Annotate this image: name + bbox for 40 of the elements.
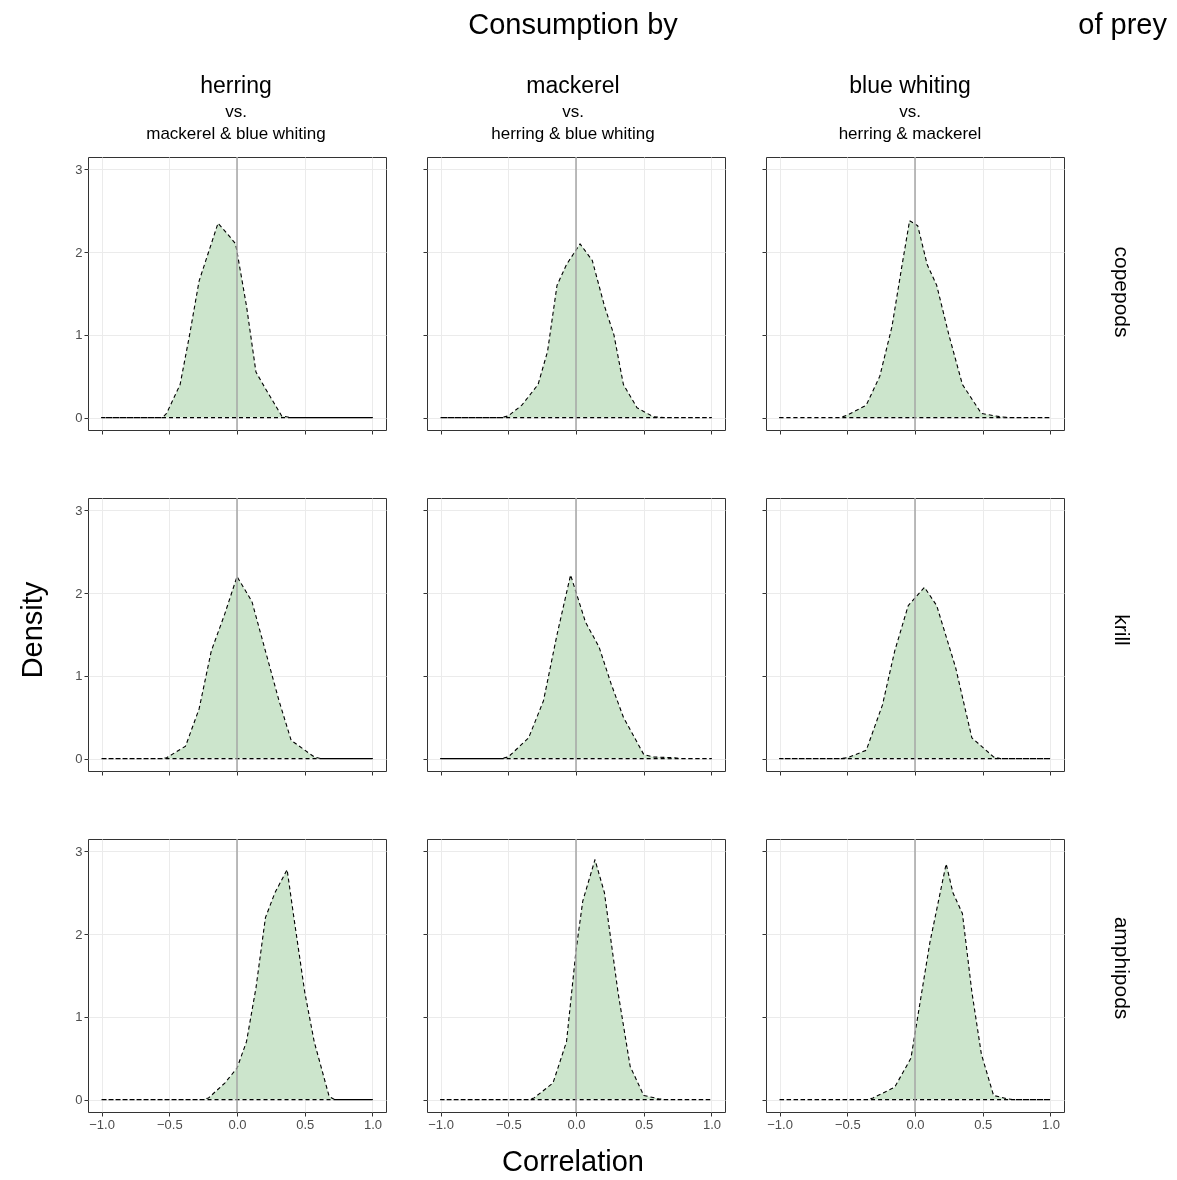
chart-title: herring <box>200 72 272 99</box>
x-tick-label: −1.0 <box>428 1116 454 1132</box>
x-axis-title: Correlation <box>502 1145 644 1178</box>
chart-subtitle: vs. herring & mackerel <box>838 102 982 144</box>
x-tick-label: 1.0 <box>1041 1116 1060 1132</box>
chart-title: blue whiting <box>849 72 971 99</box>
x-tick-label: 1.0 <box>702 1116 721 1132</box>
x-tick-label: −0.5 <box>495 1116 522 1132</box>
chart-title: mackerel <box>526 72 620 99</box>
text: of prey <box>1078 8 1167 41</box>
y-tick-label: 3 <box>75 843 83 859</box>
y-tick-label: 0 <box>75 751 83 767</box>
x-tick-label: 0.0 <box>906 1116 925 1132</box>
y-tick-label: 2 <box>75 926 83 942</box>
y-tick-label: 2 <box>75 585 83 601</box>
y-tick-label: 3 <box>75 161 83 177</box>
x-tick-label: 0.5 <box>635 1116 654 1132</box>
x-tick-label: −0.5 <box>834 1116 861 1132</box>
y-tick-label: 1 <box>75 327 83 343</box>
y2-axis-title: copepods <box>1110 245 1134 338</box>
x-tick-label: 0.5 <box>296 1116 315 1132</box>
chart-subtitle: vs. mackerel & blue whiting <box>146 102 326 144</box>
y-tick-label: 2 <box>75 244 83 260</box>
y-tick-label: 0 <box>75 410 83 426</box>
x-tick-label: 0.5 <box>974 1116 993 1132</box>
x-tick-label: −1.0 <box>89 1116 115 1132</box>
y2-axis-title: krill <box>1110 613 1134 646</box>
y-tick-label: 0 <box>75 1092 83 1108</box>
x-tick-label: 1.0 <box>363 1116 382 1132</box>
y-tick-label: 3 <box>75 502 83 518</box>
x-tick-label: −1.0 <box>767 1116 793 1132</box>
y-axis-title: Density <box>15 581 49 678</box>
x-tick-label: 0.0 <box>228 1116 247 1132</box>
x-tick-label: 0.0 <box>567 1116 586 1132</box>
chart-subtitle: vs. herring & blue whiting <box>491 102 655 144</box>
x-tick-label: −0.5 <box>156 1116 183 1132</box>
y2-axis-title: amphipods <box>1110 916 1134 1019</box>
y-tick-label: 1 <box>75 1009 83 1025</box>
text: Consumption by <box>468 8 678 41</box>
y-tick-label: 1 <box>75 668 83 684</box>
